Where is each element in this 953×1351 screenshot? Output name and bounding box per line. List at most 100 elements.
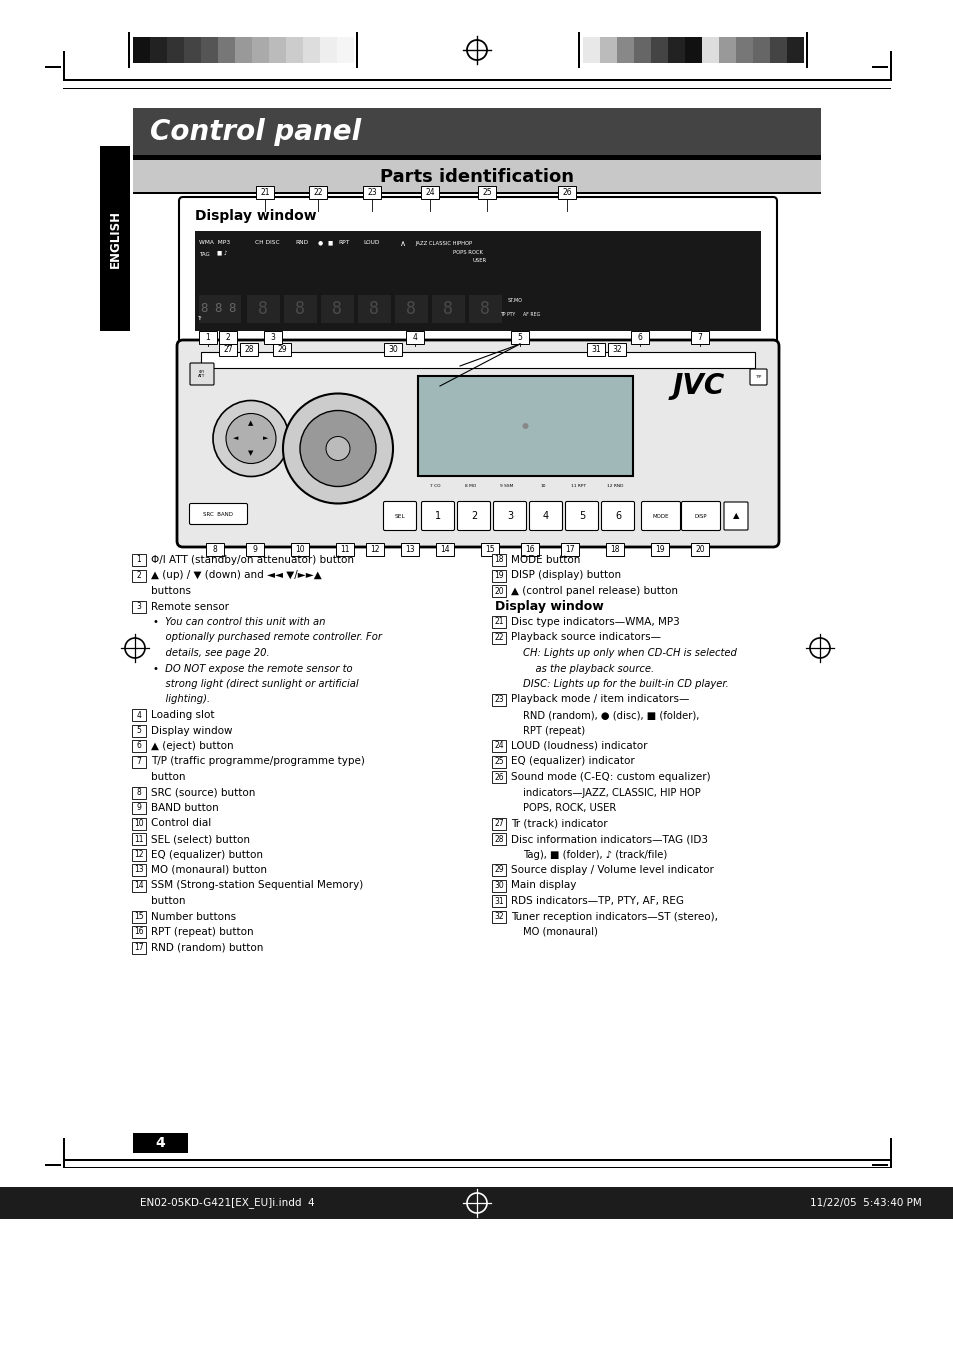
Text: ▲ (eject) button: ▲ (eject) button <box>151 740 233 751</box>
Bar <box>0 1188 953 1219</box>
Text: 7: 7 <box>697 332 701 342</box>
Text: 8: 8 <box>213 544 217 554</box>
Text: 10: 10 <box>294 544 305 554</box>
Bar <box>480 543 498 557</box>
Text: SRC  BAND: SRC BAND <box>203 512 233 516</box>
Text: 9 SSM: 9 SSM <box>499 484 513 488</box>
Text: CH: Lights up only when CD-CH is selected: CH: Lights up only when CD-CH is selecte… <box>522 648 736 658</box>
Text: ■: ■ <box>328 240 333 246</box>
Bar <box>240 343 257 357</box>
Text: 8: 8 <box>294 300 305 317</box>
Bar <box>128 32 131 68</box>
Text: 29: 29 <box>277 345 287 354</box>
Bar <box>417 376 633 476</box>
Bar <box>167 36 184 63</box>
Bar <box>291 543 309 557</box>
Text: Disc type indicators—WMA, MP3: Disc type indicators—WMA, MP3 <box>511 617 679 627</box>
Bar <box>194 231 760 331</box>
Text: 11/22/05  5:43:40 PM: 11/22/05 5:43:40 PM <box>809 1198 921 1208</box>
Bar <box>218 36 234 63</box>
Bar <box>132 925 146 938</box>
Bar <box>492 740 505 753</box>
Text: ▲ (control panel release) button: ▲ (control panel release) button <box>511 586 678 596</box>
Bar <box>201 353 754 367</box>
FancyBboxPatch shape <box>680 501 720 531</box>
Text: 5: 5 <box>517 332 522 342</box>
Text: LOUD: LOUD <box>363 240 379 246</box>
Text: 1: 1 <box>136 555 141 565</box>
Bar <box>889 51 891 81</box>
Text: 20: 20 <box>695 544 704 554</box>
Bar <box>247 295 280 323</box>
Bar <box>520 543 538 557</box>
Text: 23: 23 <box>494 694 503 704</box>
Bar <box>871 1165 887 1166</box>
Text: 31: 31 <box>591 345 600 354</box>
Text: Tuner reception indicators—ST (stereo),: Tuner reception indicators—ST (stereo), <box>511 912 718 921</box>
Text: 26: 26 <box>494 773 503 781</box>
Bar <box>132 834 146 844</box>
Text: ▲ (up) / ▼ (down) and ◄◄ ▼/►►▲: ▲ (up) / ▼ (down) and ◄◄ ▼/►►▲ <box>151 570 321 581</box>
Text: indicators—JAZZ, CLASSIC, HIP HOP: indicators—JAZZ, CLASSIC, HIP HOP <box>522 788 700 797</box>
Text: MODE: MODE <box>652 513 669 519</box>
Text: 4: 4 <box>155 1136 165 1150</box>
Bar <box>752 36 769 63</box>
Text: 3: 3 <box>506 511 513 521</box>
Text: Remote sensor: Remote sensor <box>151 601 229 612</box>
Text: RPT (repeat): RPT (repeat) <box>522 725 584 735</box>
Text: •  DO NOT expose the remote sensor to: • DO NOT expose the remote sensor to <box>152 663 353 674</box>
Bar <box>184 36 201 63</box>
Text: TAG: TAG <box>199 251 210 257</box>
Text: ■ ♪: ■ ♪ <box>216 251 227 257</box>
Text: RND (random), ● (disc), ■ (folder),: RND (random), ● (disc), ■ (folder), <box>522 711 699 720</box>
Text: ▲: ▲ <box>248 420 253 427</box>
Text: 8: 8 <box>442 300 453 317</box>
Text: BAND button: BAND button <box>151 802 218 813</box>
Text: 15: 15 <box>134 912 144 921</box>
Text: 19: 19 <box>655 544 664 554</box>
Bar <box>219 343 236 357</box>
Text: Control dial: Control dial <box>151 819 211 828</box>
Text: 22: 22 <box>313 188 322 197</box>
Bar <box>219 331 236 345</box>
Text: Playback source indicators—: Playback source indicators— <box>511 632 660 643</box>
Text: 11: 11 <box>134 835 144 843</box>
Text: LOUD (loudness) indicator: LOUD (loudness) indicator <box>511 740 647 751</box>
Text: 1: 1 <box>206 332 211 342</box>
Bar <box>132 755 146 767</box>
Bar <box>492 865 505 875</box>
Text: 3: 3 <box>271 332 275 342</box>
Text: 8: 8 <box>136 788 141 797</box>
Bar <box>650 36 667 63</box>
Text: 28: 28 <box>494 835 503 843</box>
Bar <box>684 36 701 63</box>
FancyBboxPatch shape <box>421 501 454 531</box>
Text: 4: 4 <box>136 711 141 720</box>
Bar <box>511 331 529 345</box>
Text: 27: 27 <box>223 345 233 354</box>
Text: 13: 13 <box>405 544 415 554</box>
Text: 12: 12 <box>370 544 379 554</box>
Text: optionally purchased remote controller. For: optionally purchased remote controller. … <box>152 632 381 643</box>
Text: 8: 8 <box>369 300 378 317</box>
Bar <box>477 186 496 199</box>
Bar <box>492 771 505 784</box>
Bar <box>805 32 807 68</box>
FancyBboxPatch shape <box>457 501 490 531</box>
Text: 32: 32 <box>494 912 503 921</box>
Bar <box>132 570 146 581</box>
Text: lighting).: lighting). <box>152 694 210 704</box>
Text: RPT (repeat) button: RPT (repeat) button <box>151 927 253 938</box>
Text: ENGLISH: ENGLISH <box>109 209 121 267</box>
Text: as the playback source.: as the playback source. <box>522 663 654 674</box>
Bar <box>650 543 668 557</box>
FancyBboxPatch shape <box>749 369 766 385</box>
Bar <box>558 186 576 199</box>
Text: 15: 15 <box>485 544 495 554</box>
Text: 11 RPT: 11 RPT <box>571 484 586 488</box>
Text: 13: 13 <box>134 866 144 874</box>
Bar <box>132 600 146 612</box>
Text: 5: 5 <box>578 511 584 521</box>
Bar <box>63 1138 65 1169</box>
Bar <box>719 36 735 63</box>
